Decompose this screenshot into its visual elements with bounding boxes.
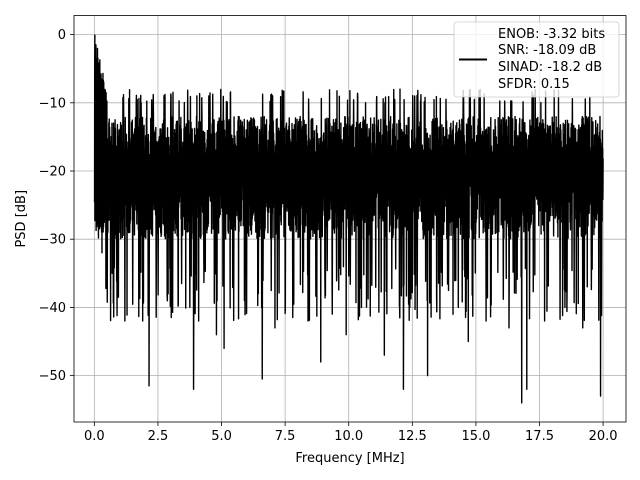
- y-tick-label: −40: [39, 301, 66, 316]
- y-tick-label: −30: [39, 233, 66, 248]
- x-tick-label: 7.5: [275, 429, 296, 444]
- y-axis-label: PSD [dB]: [14, 190, 29, 248]
- x-tick-label: 20.0: [589, 429, 618, 444]
- legend-line-3: SINAD: -18.2 dB: [498, 60, 602, 75]
- y-tick-label: 0: [58, 28, 66, 43]
- x-tick-label: 5.0: [211, 429, 232, 444]
- psd-series-line: [93, 34, 604, 404]
- plot-frame: [73, 15, 627, 423]
- x-tick-label: 2.5: [148, 429, 169, 444]
- y-tick-label: −10: [39, 96, 66, 111]
- x-tick-label: 17.5: [525, 429, 554, 444]
- legend-line-4: SFDR: 0.15: [498, 77, 570, 92]
- x-tick-label: 15.0: [461, 429, 490, 444]
- x-tick-label: 12.5: [398, 429, 427, 444]
- y-tick-label: −50: [39, 369, 66, 384]
- ticks: 0.0 2.5 5.0 7.5 10.0 12.5 15.0 17.5 20.0 0 −10 −20 −…: [39, 28, 618, 444]
- legend: ENOB: -3.32 bits SNR: -18.09 dB SINAD: -…: [453, 21, 620, 98]
- series-line-group: [93, 34, 604, 404]
- legend-line-2: SNR: -18.09 dB: [498, 43, 596, 58]
- legend-line-1: ENOB: -3.32 bits: [498, 27, 605, 42]
- legend-box: [453, 21, 620, 98]
- y-tick-label: −20: [39, 165, 66, 180]
- x-tick-label: 0.0: [84, 429, 105, 444]
- x-axis-label: Frequency [MHz]: [295, 451, 404, 466]
- x-tick-label: 10.0: [334, 429, 363, 444]
